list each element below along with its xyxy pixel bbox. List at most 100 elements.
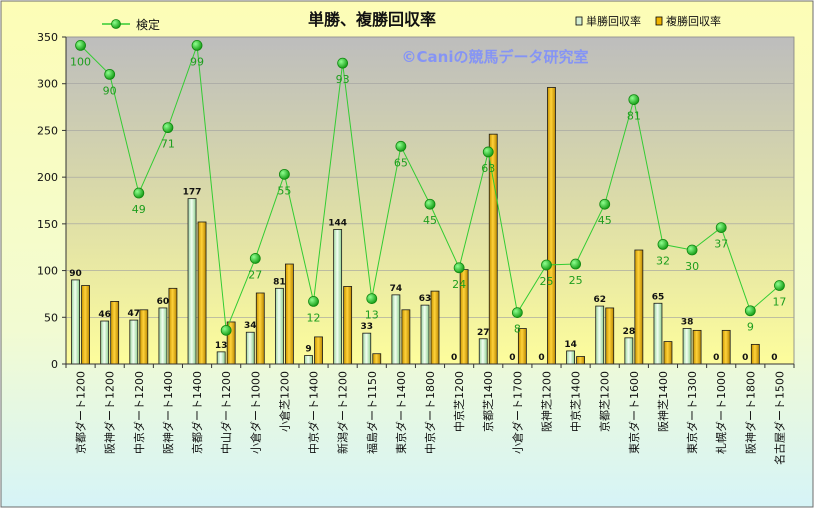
bar-tansho bbox=[391, 294, 401, 365]
line-marker bbox=[541, 259, 552, 271]
x-tick-label: 京都芝1400 bbox=[481, 371, 495, 432]
bar-tansho bbox=[187, 198, 197, 365]
x-tick-label: 小倉芝1200 bbox=[277, 371, 291, 432]
legend-swatch-fukusho bbox=[655, 16, 663, 26]
x-tick-label: 阪神ダート1200 bbox=[103, 371, 117, 454]
bar-tansho bbox=[420, 304, 430, 365]
bar-fukusho bbox=[81, 285, 90, 365]
line-label: 90 bbox=[103, 84, 117, 97]
bar-tansho bbox=[333, 229, 343, 365]
line-label: 30 bbox=[685, 260, 699, 273]
bar-tansho bbox=[682, 328, 692, 365]
bar-tansho bbox=[129, 319, 139, 365]
bar-label-tansho: 90 bbox=[69, 269, 82, 279]
x-tick-label: 小倉ダート1000 bbox=[248, 371, 262, 454]
line-label: 24 bbox=[452, 278, 466, 291]
y-axis-ticks: 0 50 100 150 200 250 300 350 bbox=[37, 31, 66, 371]
bar-fukusho bbox=[314, 336, 323, 365]
x-tick-label: 京都芝1200 bbox=[598, 371, 612, 432]
bar-fukusho bbox=[430, 290, 440, 365]
y-tick-label: 150 bbox=[37, 218, 58, 231]
x-tick-label: 中京ダート1400 bbox=[307, 371, 321, 454]
bar-label-tansho: 65 bbox=[652, 292, 665, 302]
bar-label-tansho: 0 bbox=[451, 353, 457, 363]
line-label: 12 bbox=[307, 311, 321, 324]
x-tick-label: 中京ダート1200 bbox=[132, 371, 146, 454]
bar-label-tansho: 144 bbox=[328, 218, 347, 228]
watermark: ©Caniの競馬データ研究室 bbox=[402, 48, 589, 66]
y-tick-label: 300 bbox=[37, 78, 58, 91]
line-marker bbox=[482, 146, 494, 158]
bar-label-tansho: 0 bbox=[742, 353, 748, 363]
line-label: 81 bbox=[627, 110, 641, 123]
bar-tansho bbox=[304, 355, 313, 365]
bar-fukusho bbox=[401, 309, 411, 365]
line-marker bbox=[774, 280, 785, 291]
line-marker bbox=[133, 187, 145, 199]
line-marker bbox=[337, 57, 349, 69]
line-marker bbox=[628, 94, 640, 105]
bar-label-tansho: 27 bbox=[477, 328, 490, 338]
x-tick-label: 中京ダート1800 bbox=[423, 371, 437, 454]
line-label: 63 bbox=[481, 162, 495, 175]
line-label: 100 bbox=[70, 55, 91, 68]
bar-tansho bbox=[624, 337, 634, 365]
bar-fukusho bbox=[372, 353, 382, 365]
line-marker bbox=[162, 122, 174, 134]
bar-label-tansho: 63 bbox=[419, 294, 432, 304]
bar-fukusho bbox=[343, 286, 353, 365]
line-marker bbox=[744, 305, 756, 317]
bar-fukusho bbox=[284, 263, 294, 365]
legend-swatch-tansho bbox=[575, 16, 583, 26]
bar-label-tansho: 28 bbox=[623, 327, 636, 337]
x-tick-label: 東京ダート1300 bbox=[685, 371, 699, 454]
bar-tansho bbox=[100, 320, 110, 365]
bar-fukusho bbox=[605, 307, 615, 365]
bar-label-tansho: 81 bbox=[273, 277, 286, 287]
bar-tansho bbox=[158, 307, 168, 365]
legend-bars: 単勝回収率 複勝回収率 bbox=[575, 14, 721, 28]
bar-label-tansho: 14 bbox=[564, 340, 577, 350]
line-marker bbox=[395, 140, 407, 152]
bar-label-tansho: 62 bbox=[593, 295, 606, 305]
line-label: 27 bbox=[248, 268, 262, 281]
bar-label-tansho: 0 bbox=[509, 353, 515, 363]
chart-title: 単勝、複勝回収率 bbox=[308, 10, 436, 29]
bar-fukusho bbox=[721, 329, 731, 365]
legend-line-label: 検定 bbox=[136, 17, 160, 32]
line-label: 25 bbox=[569, 274, 583, 287]
legend-line-marker bbox=[111, 19, 121, 29]
x-tick-label: 札幌ダート1000 bbox=[714, 371, 728, 454]
legend-label-fukusho: 複勝回収率 bbox=[666, 14, 721, 28]
bar-label-tansho: 33 bbox=[360, 322, 373, 332]
line-marker bbox=[570, 258, 581, 270]
line-label: 55 bbox=[277, 184, 291, 197]
x-tick-label: 中京芝1200 bbox=[452, 371, 466, 432]
line-label: 93 bbox=[336, 73, 350, 86]
bar-label-tansho: 9 bbox=[305, 345, 311, 355]
x-tick-label: 京都ダート1400 bbox=[190, 371, 204, 454]
bars bbox=[71, 87, 760, 365]
line-label: 65 bbox=[394, 156, 408, 169]
line-marker bbox=[220, 324, 232, 336]
bar-fukusho bbox=[168, 287, 178, 365]
bar-fukusho bbox=[634, 249, 644, 365]
bar-label-tansho: 13 bbox=[215, 341, 228, 351]
y-tick-label: 0 bbox=[51, 358, 58, 371]
y-tick-label: 350 bbox=[37, 31, 58, 44]
bar-label-tansho: 60 bbox=[157, 297, 170, 307]
bar-fukusho bbox=[547, 87, 556, 365]
y-tick-label: 100 bbox=[37, 265, 58, 278]
bar-fukusho bbox=[110, 301, 120, 365]
bar-tansho bbox=[245, 331, 255, 365]
line-marker bbox=[657, 239, 669, 250]
line-label: 25 bbox=[539, 275, 553, 288]
x-tick-label: 中山ダート1200 bbox=[219, 371, 233, 454]
bar-label-tansho: 34 bbox=[244, 321, 257, 331]
bar-label-tansho: 74 bbox=[390, 284, 403, 294]
line-marker bbox=[104, 68, 116, 80]
x-axis-ticks: 京都ダート1200 阪神ダート1200 中京ダート1200 阪神ダート1400 京都ダー… bbox=[65, 364, 795, 465]
bar-tansho bbox=[362, 332, 372, 365]
bar-fukusho bbox=[750, 343, 760, 365]
